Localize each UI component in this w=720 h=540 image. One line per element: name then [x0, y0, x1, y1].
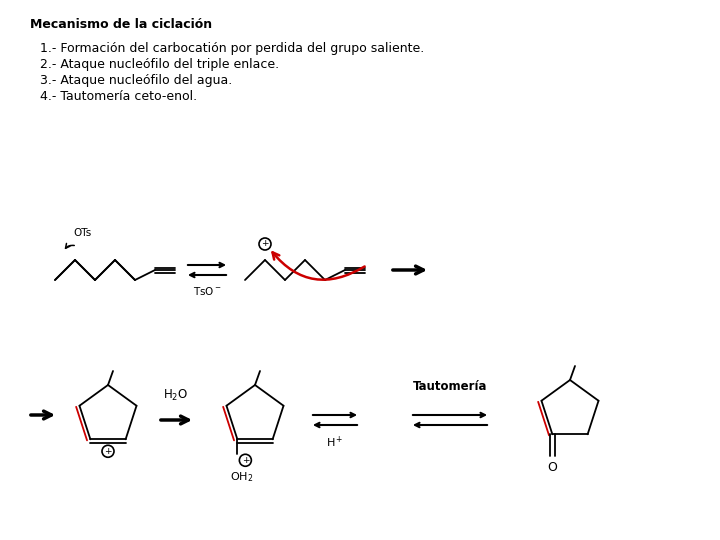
Text: 1.- Formación del carbocatión por perdida del grupo saliente.: 1.- Formación del carbocatión por perdid… [40, 42, 424, 55]
Text: 2.- Ataque nucleófilo del triple enlace.: 2.- Ataque nucleófilo del triple enlace. [40, 58, 279, 71]
Text: H$_2$O: H$_2$O [163, 388, 189, 403]
Text: 3.- Ataque nucleófilo del agua.: 3.- Ataque nucleófilo del agua. [40, 74, 233, 87]
Text: +: + [104, 447, 112, 456]
Text: Tautomería: Tautomería [413, 380, 487, 393]
Text: OTs: OTs [73, 228, 91, 238]
FancyArrowPatch shape [272, 252, 364, 280]
Text: O: O [547, 461, 557, 474]
Text: 4.- Tautomería ceto-enol.: 4.- Tautomería ceto-enol. [40, 90, 197, 103]
Text: +: + [261, 240, 269, 248]
Text: Mecanismo de la ciclación: Mecanismo de la ciclación [30, 18, 212, 31]
Text: +: + [242, 456, 249, 465]
Text: TsO$^-$: TsO$^-$ [193, 285, 221, 297]
Text: OH$_2$: OH$_2$ [230, 470, 253, 484]
Text: H$^+$: H$^+$ [326, 435, 343, 450]
